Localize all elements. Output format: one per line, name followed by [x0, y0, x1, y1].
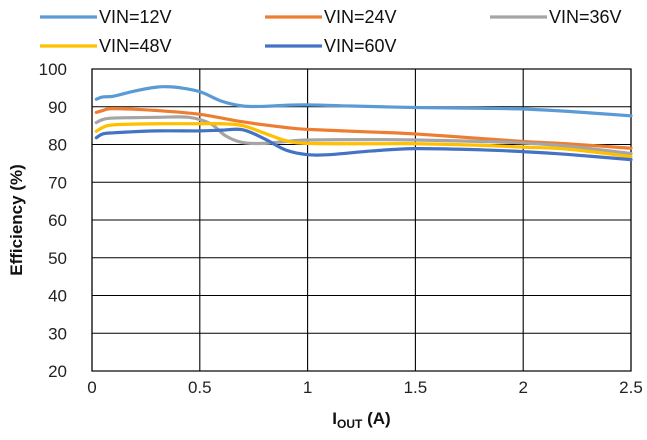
legend-label: VIN=24V: [324, 7, 397, 27]
y-tick-label: 60: [48, 211, 67, 230]
x-axis-title-main: I: [332, 409, 337, 428]
legend-label: VIN=12V: [99, 7, 172, 27]
x-axis-title-subscript: OUT: [337, 417, 363, 431]
legend-label: VIN=36V: [549, 7, 622, 27]
x-tick-label: 0: [87, 378, 96, 397]
x-axis-tick-labels: 0 0.5 1 1.5 2 2.5: [87, 378, 643, 397]
y-axis-tick-labels: 20 30 40 50 60 70 80 90 100: [39, 60, 67, 381]
x-tick-label: 1: [303, 378, 312, 397]
series-line-1: [94, 85, 633, 118]
x-axis-title: IOUT (A): [332, 409, 390, 431]
y-tick-label: 40: [48, 287, 67, 306]
x-tick-label: 0.5: [188, 378, 212, 397]
y-tick-label: 30: [48, 324, 67, 343]
y-tick-label: 50: [48, 249, 67, 268]
series-lines: [94, 85, 633, 162]
gridlines: [91, 68, 632, 372]
legend-label: VIN=60V: [324, 36, 397, 56]
x-axis-title-unit: (A): [362, 409, 390, 428]
series-line-4: [94, 121, 633, 159]
series-line-5: [94, 127, 633, 162]
series-line-3: [94, 115, 633, 156]
y-tick-label: 100: [39, 60, 67, 79]
x-tick-label: 1.5: [404, 378, 428, 397]
y-tick-label: 90: [48, 98, 67, 117]
y-tick-label: 20: [48, 362, 67, 381]
x-tick-label: 2.5: [619, 378, 643, 397]
x-tick-label: 2: [518, 378, 527, 397]
plot-area-frame: [91, 68, 632, 372]
legend: VIN=12V VIN=24V VIN=36V VIN=48V VIN=60V: [40, 7, 622, 56]
legend-label: VIN=48V: [99, 36, 172, 56]
y-tick-label: 80: [48, 136, 67, 155]
y-tick-label: 70: [48, 173, 67, 192]
y-axis-title: Efficiency (%): [7, 164, 26, 275]
